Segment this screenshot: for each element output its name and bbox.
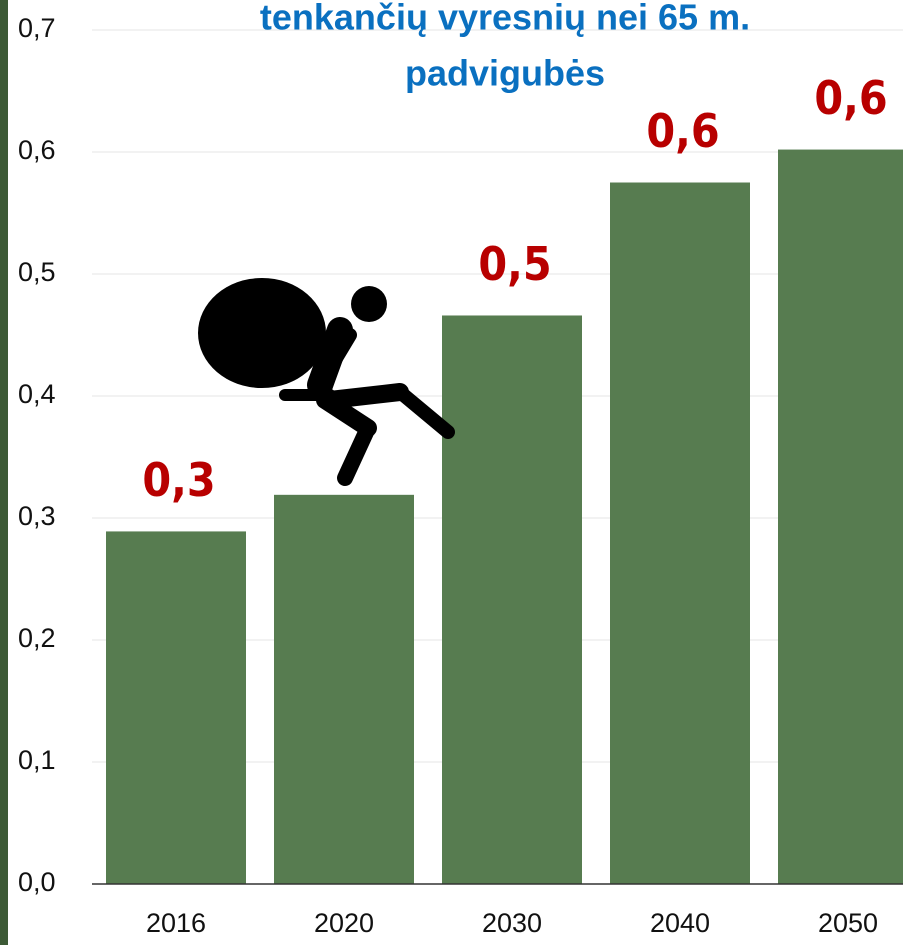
y-tick-label: 0,5: [18, 257, 56, 287]
y-tick-label: 0,1: [18, 745, 56, 775]
x-tick-label: 2020: [314, 908, 374, 938]
value-label: 0,5: [478, 237, 551, 291]
x-tick-label: 2040: [650, 908, 710, 938]
y-tick-label: 0,6: [18, 135, 56, 165]
y-tick-label: 0,2: [18, 623, 56, 653]
x-tick-label: 2016: [146, 908, 206, 938]
bar: [274, 494, 414, 884]
value-label: 0,6: [646, 104, 719, 158]
climber-icon: [198, 278, 455, 486]
y-tick-label: 0,0: [18, 867, 56, 897]
chart-title-line: tenkančių vyresnių nei 65 m.: [260, 0, 750, 38]
x-tick-label: 2050: [818, 908, 878, 938]
left-strip: [0, 0, 8, 945]
value-label: 0,6: [814, 71, 887, 125]
bar: [610, 182, 750, 884]
bar: [778, 149, 903, 884]
bar: [442, 315, 582, 885]
x-tick-label: 2030: [482, 908, 542, 938]
y-tick-label: 0,3: [18, 501, 56, 531]
y-tick-label: 0,4: [18, 379, 56, 409]
bar: [106, 531, 246, 884]
y-tick-label: 0,7: [18, 13, 56, 43]
value-label: 0,3: [142, 453, 215, 507]
chart-title-line: padvigubės: [405, 53, 605, 94]
bars: [106, 149, 903, 885]
